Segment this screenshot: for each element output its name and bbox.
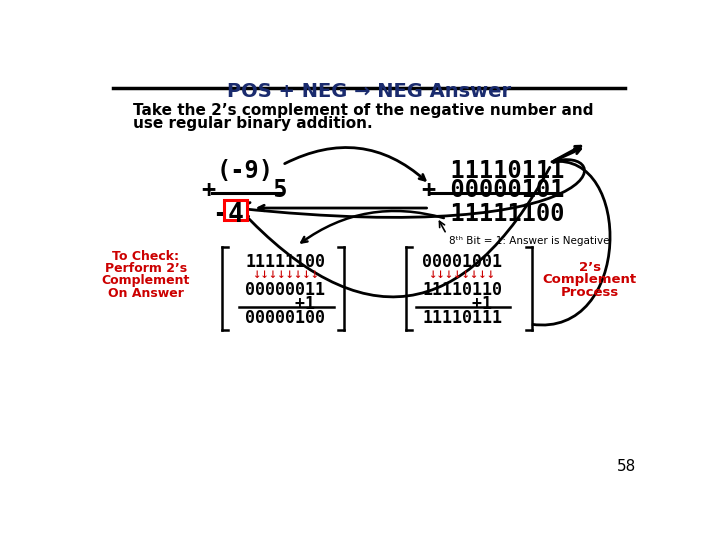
FancyArrowPatch shape — [238, 160, 585, 218]
Text: 00000011: 00000011 — [246, 281, 325, 299]
Text: 00001001: 00001001 — [422, 253, 502, 272]
Text: +    5: + 5 — [202, 178, 288, 202]
Text: ↓↓↓↓↓↓↓↓: ↓↓↓↓↓↓↓↓ — [428, 267, 495, 281]
Text: POS + NEG → NEG Answer: POS + NEG → NEG Answer — [227, 82, 511, 101]
Text: 00000100: 00000100 — [246, 309, 325, 327]
Text: 11111100: 11111100 — [422, 202, 564, 226]
Text: 2’s: 2’s — [579, 261, 601, 274]
Text: 4: 4 — [228, 202, 243, 228]
Text: Complement: Complement — [102, 274, 190, 287]
Text: Perform 2’s: Perform 2’s — [104, 262, 187, 275]
Text: +1: +1 — [432, 295, 492, 313]
Text: Take the 2’s complement of the negative number and: Take the 2’s complement of the negative … — [132, 103, 593, 118]
Text: 11111100: 11111100 — [246, 253, 325, 272]
Text: +1: +1 — [256, 295, 315, 313]
Text: 11110111: 11110111 — [422, 309, 502, 327]
Text: 58: 58 — [617, 460, 636, 475]
Text: -: - — [212, 202, 228, 228]
FancyBboxPatch shape — [225, 200, 247, 220]
Text: 11110110: 11110110 — [422, 281, 502, 299]
Text: On Answer: On Answer — [108, 287, 184, 300]
Text: Complement: Complement — [543, 273, 637, 286]
Text: use regular binary addition.: use regular binary addition. — [132, 117, 372, 131]
Text: Process: Process — [561, 286, 619, 299]
Text: ↓↓↓↓↓↓↓↓: ↓↓↓↓↓↓↓↓ — [252, 267, 319, 281]
Text: To Check:: To Check: — [112, 249, 179, 262]
Text: 8ᵗʰ Bit = 1: Answer is Negative: 8ᵗʰ Bit = 1: Answer is Negative — [449, 236, 609, 246]
Text: + 00000101: + 00000101 — [422, 178, 564, 202]
Text: 11110111: 11110111 — [422, 159, 564, 183]
Text: (-9): (-9) — [217, 159, 274, 183]
